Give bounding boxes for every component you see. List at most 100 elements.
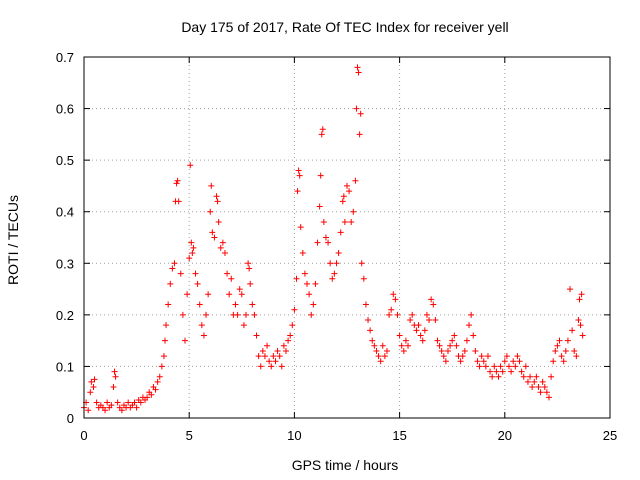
data-point [270, 353, 277, 360]
data-point [503, 353, 510, 360]
data-point [333, 260, 340, 267]
data-point [344, 182, 350, 189]
data-point [156, 373, 163, 380]
data-point [442, 358, 449, 365]
data-point [552, 347, 559, 354]
data-point [316, 203, 323, 210]
data-point [350, 208, 357, 215]
data-point [512, 363, 519, 370]
data-point [173, 180, 180, 187]
data-point [264, 342, 271, 349]
data-point [355, 69, 362, 76]
data-point [562, 347, 569, 354]
data-point [186, 255, 193, 262]
data-point [179, 311, 186, 318]
data-point [217, 244, 224, 251]
data-point [261, 353, 268, 360]
x-axis-label: GPS time / hours [292, 457, 399, 473]
chart-title: Day 175 of 2017, Rate Of TEC Index for r… [181, 19, 508, 35]
data-point [154, 378, 161, 385]
data-point [289, 322, 296, 329]
data-point [114, 399, 121, 406]
data-point [440, 353, 447, 360]
data-point [482, 363, 489, 370]
data-point [578, 291, 585, 298]
data-point [285, 337, 292, 344]
data-point [259, 347, 266, 354]
data-point [430, 301, 437, 308]
data-point [274, 347, 281, 354]
data-point [174, 177, 181, 184]
data-point [188, 239, 195, 246]
data-point [432, 317, 439, 324]
data-point [356, 131, 363, 138]
data-point [236, 286, 243, 293]
data-point [497, 363, 504, 370]
data-point [208, 182, 215, 189]
data-point [375, 353, 382, 360]
data-point [152, 386, 159, 393]
y-tick-label: 0.1 [56, 359, 74, 374]
data-point [87, 389, 94, 396]
data-point [291, 306, 298, 313]
data-point [533, 373, 540, 380]
data-point [489, 373, 496, 380]
data-point [102, 407, 109, 414]
data-point [514, 353, 521, 360]
y-tick-label: 0.2 [56, 308, 74, 323]
data-point [560, 358, 567, 365]
data-point [484, 353, 491, 360]
y-tick-label: 0.3 [56, 256, 74, 271]
data-point [392, 296, 399, 303]
data-point [573, 353, 580, 360]
data-point [301, 270, 308, 277]
data-point [200, 332, 207, 339]
data-point [447, 342, 454, 349]
data-point [531, 378, 538, 385]
data-point [257, 363, 264, 370]
x-tick-label: 25 [603, 428, 617, 443]
data-point [451, 332, 458, 339]
x-tick-label: 5 [186, 428, 193, 443]
data-point [148, 391, 155, 398]
data-point [214, 198, 221, 205]
data-point [495, 373, 502, 380]
y-axis-label: ROTI / TECUs [5, 195, 21, 285]
data-point [194, 280, 201, 287]
data-point [413, 327, 420, 334]
data-point [219, 239, 226, 246]
data-point [362, 301, 369, 308]
data-point [91, 376, 98, 383]
data-point [396, 332, 403, 339]
data-point [444, 347, 451, 354]
data-point [383, 347, 390, 354]
data-point [381, 353, 388, 360]
data-point [426, 317, 433, 324]
data-point [133, 404, 140, 411]
data-point [205, 291, 212, 298]
data-point [459, 353, 466, 360]
data-point [340, 193, 347, 200]
data-point [357, 110, 364, 117]
data-point [93, 399, 100, 406]
data-point [377, 358, 384, 365]
data-point [369, 337, 376, 344]
data-point [189, 249, 196, 256]
data-point [449, 337, 456, 344]
data-point [165, 301, 172, 308]
data-point [253, 332, 260, 339]
data-points [81, 64, 586, 414]
data-point [228, 275, 235, 282]
data-point [251, 311, 258, 318]
data-point [184, 291, 191, 298]
data-point [112, 373, 119, 380]
data-point [409, 311, 416, 318]
data-point [118, 407, 125, 414]
data-point [421, 327, 428, 334]
data-point [125, 399, 132, 406]
data-point [543, 389, 550, 396]
data-point [499, 368, 506, 375]
data-point [491, 363, 498, 370]
data-point [295, 167, 302, 174]
